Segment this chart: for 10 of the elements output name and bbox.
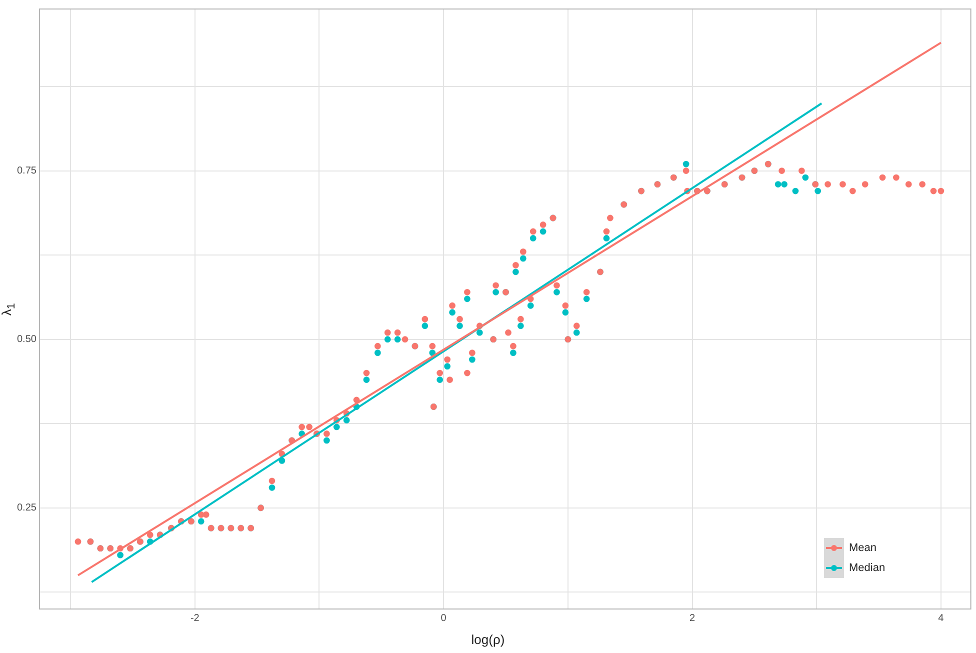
- y-tick-label: 0.50: [16, 334, 37, 346]
- x-tick-label: 0: [440, 612, 447, 624]
- x-tick-label: 2: [689, 612, 696, 624]
- legend-label: Median: [849, 562, 886, 574]
- legend-label: Mean: [849, 542, 877, 554]
- y-tick-label: 0.25: [16, 502, 37, 514]
- x-tick-label: -2: [190, 612, 200, 624]
- x-tick-label: 4: [938, 612, 944, 624]
- y-tick-label: 0.75: [16, 166, 37, 177]
- x-axis-title: log(ρ): [470, 632, 506, 647]
